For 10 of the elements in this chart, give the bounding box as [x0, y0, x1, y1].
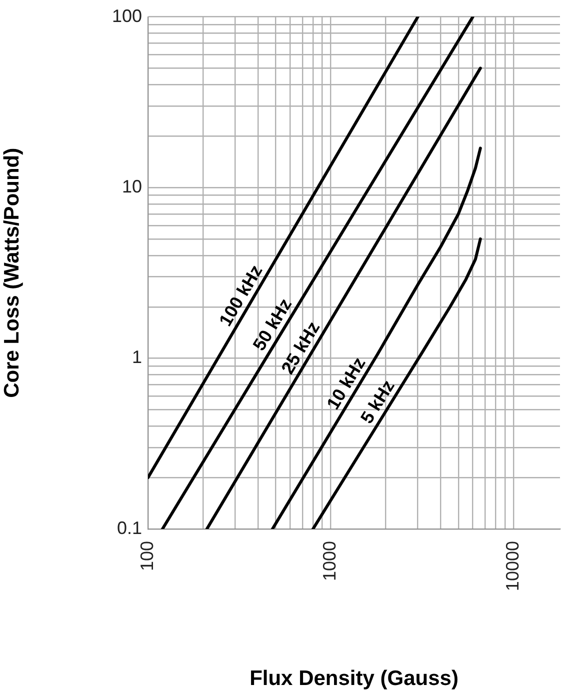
y-tick-label: 0.1: [116, 518, 142, 538]
y-tick-label: 1: [132, 347, 142, 368]
x-axis-title: Flux Density (Gauss): [250, 667, 458, 690]
y-axis-title: Core Loss (Watts/Pound): [0, 148, 24, 398]
text: 5 kHz: [356, 376, 398, 428]
x-tick-label: 10000: [502, 541, 522, 592]
text: 100 kHz: [215, 262, 266, 330]
y-tick-label: 100: [112, 6, 142, 26]
y-tick-label: 10: [122, 176, 142, 196]
x-tick-label: 1000: [320, 541, 340, 582]
